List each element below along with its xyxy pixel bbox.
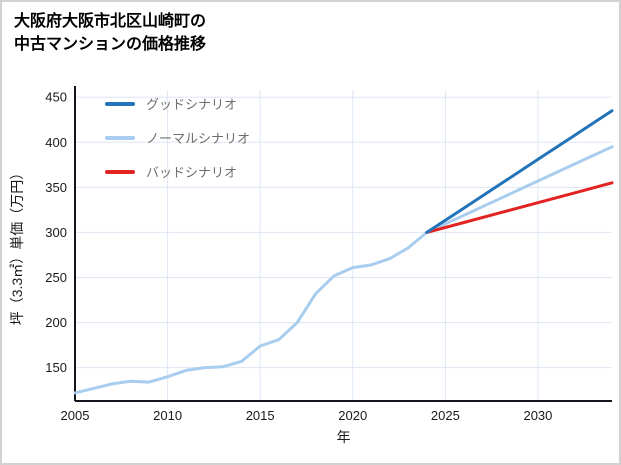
x-tick-label: 2015 [246, 408, 275, 423]
series-line-1 [73, 145, 614, 395]
y-axis-label: 坪（3.3㎡）単価（万円） [9, 166, 25, 325]
x-axis-label: 年 [337, 429, 351, 445]
legend-item-bad-scenario: バッドシナリオ [105, 162, 250, 181]
x-tick-label: 2010 [153, 408, 182, 423]
y-tick-label: 150 [45, 360, 67, 375]
y-tick-label: 250 [45, 270, 67, 285]
y-tick-label: 400 [45, 135, 67, 150]
legend-swatch-good-scenario [105, 101, 135, 106]
y-tick-label: 350 [45, 180, 67, 195]
legend-swatch-normal-scenario [105, 135, 135, 140]
y-tick-label: 200 [45, 315, 67, 330]
legend-label-normal-scenario: ノーマルシナリオ [146, 131, 251, 146]
x-tick-label: 2030 [523, 408, 552, 423]
legend-label-good-scenario: グッドシナリオ [146, 97, 238, 112]
chart-title: 大阪府大阪市北区山崎町の 中古マンションの価格推移 [14, 10, 206, 56]
series-line-0 [425, 109, 614, 234]
legend-swatch-bad-scenario [105, 169, 135, 174]
legend-label-bad-scenario: バッドシナリオ [146, 165, 238, 180]
legend-item-normal-scenario: ノーマルシナリオ [105, 128, 250, 147]
x-tick-label: 2020 [338, 408, 367, 423]
series-line-2 [425, 181, 614, 234]
x-tick-label: 2025 [431, 408, 460, 423]
chart-legend: グッドシナリオ ノーマルシナリオ バッドシナリオ [105, 94, 250, 181]
chart-title-line1: 大阪府大阪市北区山崎町の [14, 13, 207, 30]
y-tick-label: 450 [45, 90, 67, 105]
legend-item-good-scenario: グッドシナリオ [105, 94, 250, 113]
x-tick-label: 2005 [61, 408, 90, 423]
y-tick-label: 300 [45, 225, 67, 240]
chart-title-line2: 中古マンションの価格推移 [14, 36, 207, 54]
